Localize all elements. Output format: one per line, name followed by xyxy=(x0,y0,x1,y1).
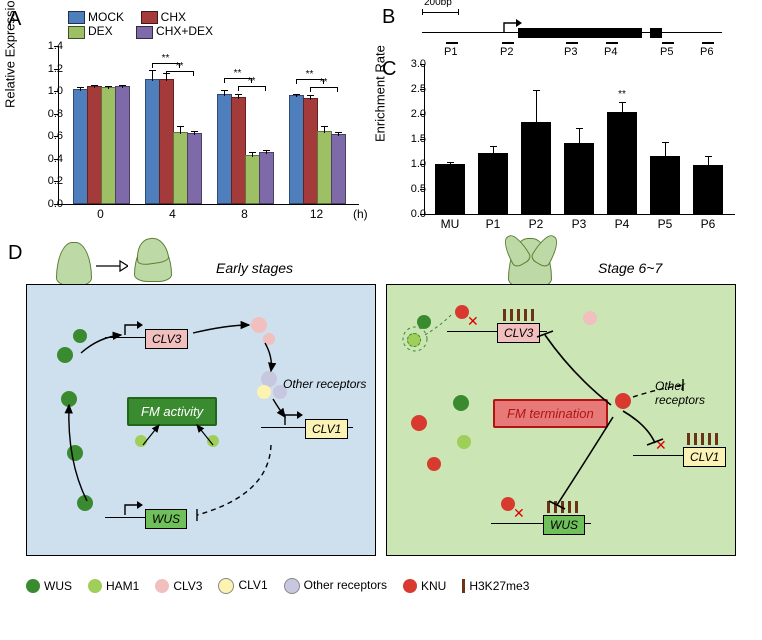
legend-item: KNU xyxy=(403,579,446,594)
xtick-label: P1 xyxy=(486,217,501,231)
bar xyxy=(87,86,102,204)
legend-item: WUS xyxy=(26,579,72,594)
ytick-label: 2.0 xyxy=(411,108,426,120)
region-label: P4 xyxy=(604,46,617,58)
stage-late-label: Stage 6~7 xyxy=(598,260,662,276)
bar xyxy=(173,132,188,204)
panel-c-label: C xyxy=(382,58,396,81)
bar xyxy=(650,156,680,215)
ytick-label: 1.5 xyxy=(411,133,426,145)
legend-mock: MOCK xyxy=(88,10,124,24)
region-label: P6 xyxy=(700,46,713,58)
panel-d: D Early stages Stage 6~7 FM activity CLV… xyxy=(8,244,754,596)
panel-a: A MOCK CHX DEX CHX+DEX Relative Expressi… xyxy=(8,8,368,238)
xtick-label: MU xyxy=(441,217,460,231)
legend-dex: DEX xyxy=(88,24,113,38)
bar xyxy=(101,87,116,204)
bar xyxy=(217,94,232,204)
region-label: P1 xyxy=(444,46,457,58)
xtick-label: 12 xyxy=(310,207,323,221)
region-label: P5 xyxy=(660,46,673,58)
ytick-label: 0.0 xyxy=(48,198,63,210)
ytick-label: 0.2 xyxy=(48,175,63,187)
ytick-label: 1.0 xyxy=(411,158,426,170)
bar xyxy=(693,165,723,214)
bar xyxy=(115,86,130,204)
stage-early-label: Early stages xyxy=(216,260,293,276)
bar xyxy=(259,152,274,204)
panel-a-chart: 04****8****12**** xyxy=(58,46,359,205)
ytick-label: 0.5 xyxy=(411,183,426,195)
legend-item: HAM1 xyxy=(88,579,139,594)
ytick-label: 0.6 xyxy=(48,130,63,142)
bar xyxy=(73,89,88,204)
xtick-label: P4 xyxy=(615,217,630,231)
legend-chxdex: CHX+DEX xyxy=(156,24,213,38)
xtick-label: P5 xyxy=(658,217,673,231)
panel-c-chart: MUP1P2P3P4**P5P6 xyxy=(424,64,735,215)
bar xyxy=(435,164,465,214)
bar xyxy=(521,122,551,215)
xtick-label: P2 xyxy=(529,217,544,231)
panel-b: B 200bp xyxy=(382,8,742,60)
bar xyxy=(478,153,508,214)
bar xyxy=(607,112,637,215)
bar xyxy=(145,79,160,204)
bar xyxy=(187,133,202,204)
legend-item: H3K27me3 xyxy=(462,579,529,594)
panel-a-xunit: (h) xyxy=(353,207,368,221)
panel-d-label: D xyxy=(8,242,22,265)
region-label: P2 xyxy=(500,46,513,58)
panel-b-label: B xyxy=(382,6,395,29)
bar xyxy=(289,95,304,204)
bar xyxy=(159,79,174,204)
legend-item: CLV3 xyxy=(155,579,202,594)
panel-a-label: A xyxy=(8,8,21,31)
xtick-label: 0 xyxy=(97,207,104,221)
xtick-label: P3 xyxy=(572,217,587,231)
bar xyxy=(303,98,318,204)
region-label: P3 xyxy=(564,46,577,58)
panel-a-legend: MOCK CHX DEX CHX+DEX xyxy=(68,10,213,39)
bar xyxy=(231,97,246,204)
ytick-label: 2.5 xyxy=(411,83,426,95)
xtick-label: P6 xyxy=(701,217,716,231)
ytick-label: 0.4 xyxy=(48,153,63,165)
legend-item: Other receptors xyxy=(284,578,387,594)
ytick-label: 1.0 xyxy=(48,85,63,97)
ytick-label: 3.0 xyxy=(411,58,426,70)
bar xyxy=(245,155,260,204)
scale-label: 200bp xyxy=(424,0,452,8)
late-stages-card: FM termination CLV3 ✕ CLV1 ✕ WUS ✕ xyxy=(386,284,736,556)
legend-chx: CHX xyxy=(161,10,186,24)
bar xyxy=(331,134,346,204)
gene-schematic: 200bp P1P2P3P4P5P6 xyxy=(422,22,722,48)
ytick-label: 0.8 xyxy=(48,108,63,120)
ytick-label: 0.0 xyxy=(411,208,426,220)
ytick-label: 1.4 xyxy=(48,40,63,52)
bottom-legend: WUS HAM1 CLV3 CLV1 Other receptors KNU H3K27me… xyxy=(26,578,744,594)
bar xyxy=(317,131,332,204)
bar xyxy=(564,143,594,214)
legend-item: CLV1 xyxy=(218,578,267,594)
ytick-label: 1.2 xyxy=(48,63,63,75)
panel-c: C Enrichment Rate MUP1P2P3P4**P5P6 0.00.… xyxy=(382,62,742,238)
xtick-label: 8 xyxy=(241,207,248,221)
xtick-label: 4 xyxy=(169,207,176,221)
early-stages-card: FM activity CLV3 CLV1 WUS xyxy=(26,284,376,556)
